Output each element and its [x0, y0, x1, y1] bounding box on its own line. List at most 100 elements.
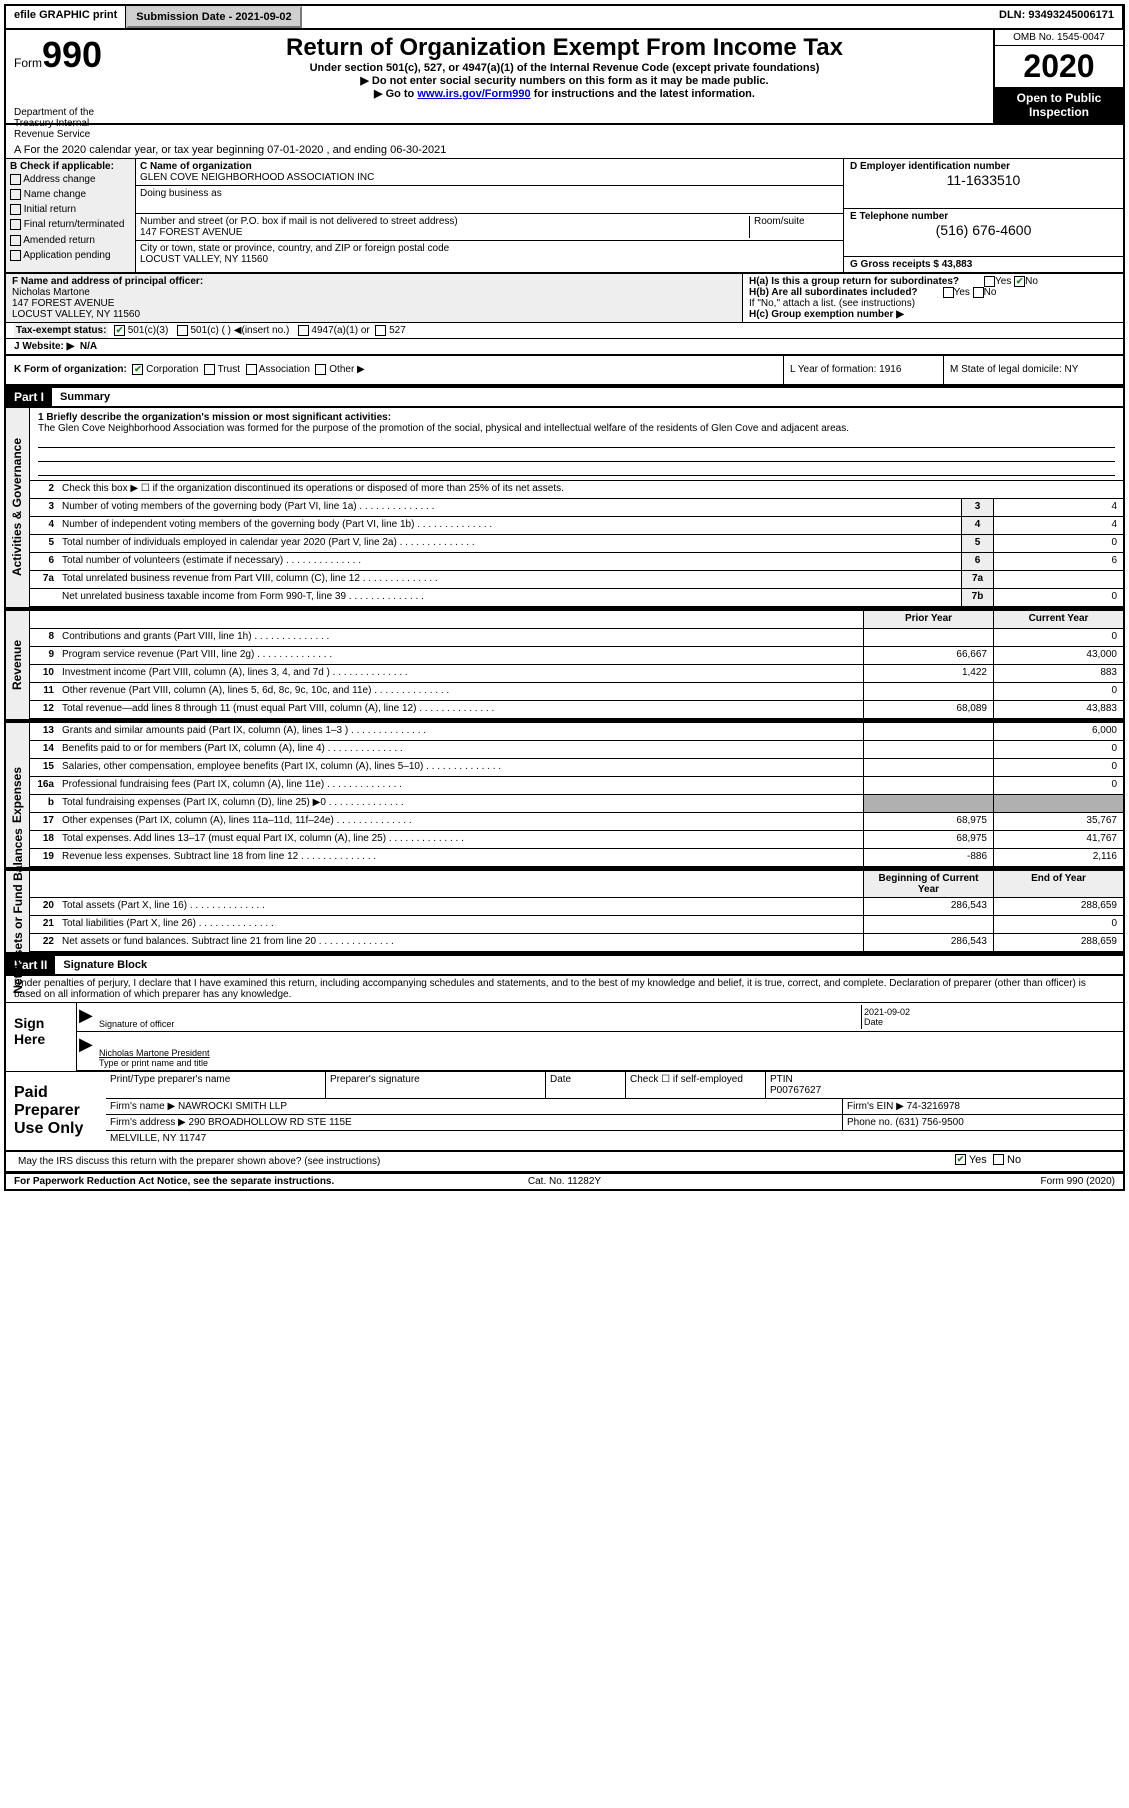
gov-line-num-2: 5: [30, 535, 58, 552]
b-item-0: Address change: [23, 174, 95, 185]
te-opt-0: 501(c)(3): [128, 325, 169, 336]
rev-line-text-4: Total revenue—add lines 8 through 11 (mu…: [58, 701, 863, 718]
instructions-link[interactable]: www.irs.gov/Form990: [417, 88, 530, 100]
rev-line-curr-1: 43,000: [993, 647, 1123, 664]
sig-officer-label: Signature of officer: [99, 1005, 861, 1029]
exp-line-curr-4: [993, 795, 1123, 812]
website-row: J Website: ▶ N/A: [6, 339, 1123, 356]
501c-checkbox[interactable]: [177, 325, 188, 336]
discuss-no-checkbox[interactable]: [993, 1154, 1004, 1165]
side-rev: Revenue: [6, 611, 30, 719]
application-pending-checkbox[interactable]: [10, 250, 21, 261]
gov-line-box-3: 6: [961, 553, 993, 570]
address-change-checkbox[interactable]: [10, 174, 21, 185]
tax-exempt-row: Tax-exempt status: 501(c)(3) 501(c) ( ) …: [6, 323, 1123, 339]
gov-line-box-0: 3: [961, 499, 993, 516]
discuss-yes-checkbox[interactable]: [955, 1154, 966, 1165]
expenses-body: Expenses 13 Grants and similar amounts p…: [6, 719, 1123, 867]
instruction-1: ▶ Do not enter social security numbers o…: [140, 74, 989, 87]
exp-line-curr-2: 0: [993, 759, 1123, 776]
net-line-prior-0: 286,543: [863, 898, 993, 915]
501c3-checkbox[interactable]: [114, 325, 125, 336]
org-name: GLEN COVE NEIGHBORHOOD ASSOCIATION INC: [140, 172, 839, 183]
part-1-num: Part I: [6, 388, 52, 406]
footer-left: For Paperwork Reduction Act Notice, see …: [14, 1176, 381, 1187]
other-checkbox[interactable]: [315, 364, 326, 375]
part-2-header: Part II Signature Block: [6, 956, 1123, 976]
section-b: B Check if applicable: Address change Na…: [6, 159, 136, 272]
hb-no-label: No: [984, 287, 997, 298]
section-d: D Employer identification number 11-1633…: [843, 159, 1123, 272]
trust-checkbox[interactable]: [204, 364, 215, 375]
amended-return-checkbox[interactable]: [10, 235, 21, 246]
exp-line-text-1: Benefits paid to or for members (Part IX…: [58, 741, 863, 758]
form-page: efile GRAPHIC print Submission Date - 20…: [4, 4, 1125, 1191]
gov-line-box-4: 7a: [961, 571, 993, 588]
net-line-prior-2: 286,543: [863, 934, 993, 951]
instruction-2-post: for instructions and the latest informat…: [531, 88, 755, 100]
part-2-title: Signature Block: [55, 957, 155, 973]
527-checkbox[interactable]: [375, 325, 386, 336]
hb-no-checkbox[interactable]: [973, 287, 984, 298]
mission-text: The Glen Cove Neighborhood Association w…: [38, 423, 1115, 434]
name-change-checkbox[interactable]: [10, 189, 21, 200]
ha-no-checkbox[interactable]: [1014, 276, 1025, 287]
net-assets-body: Net Assets or Fund Balances Beginning of…: [6, 867, 1123, 956]
room-label: Room/suite: [749, 216, 839, 238]
form-number: 990: [42, 34, 102, 75]
officer-name: Nicholas Martone: [12, 287, 736, 298]
side-rev-label: Revenue: [11, 640, 25, 690]
b-item-3: Final return/terminated: [24, 220, 125, 231]
gov-line-text-2: Total number of individuals employed in …: [58, 535, 961, 552]
city-label: City or town, state or province, country…: [140, 243, 839, 254]
main-title: Return of Organization Exempt From Incom…: [140, 34, 989, 62]
rev-line-text-2: Investment income (Part VIII, column (A)…: [58, 665, 863, 682]
exp-line-prior-1: [863, 741, 993, 758]
rev-line-prior-4: 68,089: [863, 701, 993, 718]
exp-line-text-0: Grants and similar amounts paid (Part IX…: [58, 723, 863, 740]
k-opt-3: Other ▶: [329, 365, 364, 376]
exp-line-num-1: 14: [30, 741, 58, 758]
submission-date-button[interactable]: Submission Date - 2021-09-02: [126, 6, 301, 28]
final-return-checkbox[interactable]: [10, 219, 21, 230]
rev-line-num-2: 10: [30, 665, 58, 682]
omb-number: OMB No. 1545-0047: [995, 30, 1123, 46]
exp-line-num-3: 16a: [30, 777, 58, 794]
officer-typed-name: Nicholas Martone President: [99, 1048, 1121, 1058]
net-line-num-2: 22: [30, 934, 58, 951]
penalty-text: Under penalties of perjury, I declare th…: [6, 976, 1123, 1002]
section-l: L Year of formation: 1916: [783, 356, 943, 383]
gov-line-text-3: Total number of volunteers (estimate if …: [58, 553, 961, 570]
corporation-checkbox[interactable]: [132, 364, 143, 375]
exp-line-text-7: Revenue less expenses. Subtract line 18 …: [58, 849, 863, 866]
signature-block: Sign Here ▶ Signature of officer 2021-09…: [6, 1002, 1123, 1152]
k-opt-0: Corporation: [146, 365, 198, 376]
b-item-2: Initial return: [24, 204, 76, 215]
tax-year: 2020: [995, 46, 1123, 87]
k-opt-1: Trust: [218, 365, 240, 376]
self-employed-label: Check ☐ if self-employed: [626, 1072, 766, 1098]
hb-label: H(b) Are all subordinates included?: [749, 287, 918, 298]
gov-line-num-4: 7a: [30, 571, 58, 588]
exp-line-curr-7: 2,116: [993, 849, 1123, 866]
revenue-body: Revenue Prior Year Current Year 8 Contri…: [6, 607, 1123, 719]
hb-yes-checkbox[interactable]: [943, 287, 954, 298]
net-line-prior-1: [863, 916, 993, 933]
gov-line-num-0: 3: [30, 499, 58, 516]
exp-line-prior-7: -886: [863, 849, 993, 866]
rev-line-curr-0: 0: [993, 629, 1123, 646]
footer-right: Form 990 (2020): [748, 1176, 1115, 1187]
exp-line-num-7: 19: [30, 849, 58, 866]
gov-line-val-1: 4: [993, 517, 1123, 534]
paid-preparer-label: Paid Preparer Use Only: [6, 1072, 106, 1150]
section-m: M State of legal domicile: NY: [943, 356, 1123, 383]
section-a: A For the 2020 calendar year, or tax yea…: [6, 142, 1123, 159]
te-opt-3: 527: [389, 325, 406, 336]
initial-return-checkbox[interactable]: [10, 204, 21, 215]
phone-value: (516) 676-4600: [850, 222, 1117, 238]
association-checkbox[interactable]: [246, 364, 257, 375]
4947-checkbox[interactable]: [298, 325, 309, 336]
ha-yes-checkbox[interactable]: [984, 276, 995, 287]
exp-line-num-0: 13: [30, 723, 58, 740]
footer-row: For Paperwork Reduction Act Notice, see …: [6, 1172, 1123, 1189]
